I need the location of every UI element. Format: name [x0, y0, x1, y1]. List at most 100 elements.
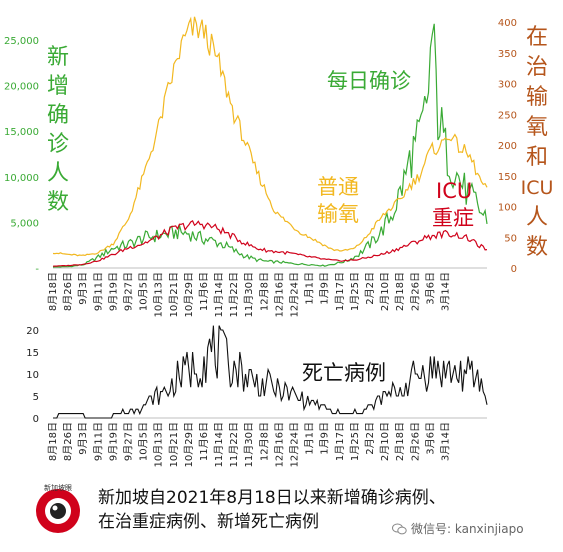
annotation-daily-cases: 每日确诊 [327, 69, 411, 93]
top-x-tick-label: 12月16日 [273, 272, 285, 317]
top-x-tick-label: 11月22日 [228, 272, 240, 317]
bottom-x-tick-label: 11月6日 [198, 422, 210, 461]
right-tick-label: 100 [498, 203, 517, 214]
caption-line-1: 新加坡自2021年8月18日以来新增确诊病例、 [98, 488, 446, 508]
top-x-tick-label: 11月30日 [243, 272, 255, 317]
top-x-tick-label: 12月24日 [289, 272, 301, 317]
top-x-tick-label: 8月26日 [62, 272, 74, 311]
axis-title-char: 输 [526, 85, 548, 110]
logo-eye-icon: 新加坡眼 [36, 483, 80, 533]
right-tick-label: 250 [498, 110, 517, 121]
bottom-x-tick-label: 10月13日 [153, 422, 165, 467]
top-x-tick-label: 9月27日 [122, 272, 134, 311]
bottom-x-tick-label: 10月5日 [138, 422, 150, 461]
right-tick-label: 400 [498, 18, 517, 29]
left-tick-label: 10,000 [4, 173, 39, 184]
bottom-x-tick-label: 12月16日 [273, 422, 285, 467]
axis-title-char: ICU [521, 177, 554, 199]
bottom-x-tick-label: 9月11日 [92, 422, 104, 461]
top-x-tick-label: 9月19日 [107, 272, 119, 311]
annotation-deaths: 死亡病例 [302, 361, 386, 385]
bottom-y-tick-label: 0 [33, 414, 39, 425]
bottom-y-tick-label: 5 [33, 392, 39, 403]
top-x-ticks: 8月18日 8月26日 9月3日 9月11日 9月19日 9月27日 10月5日 10月13日… [47, 272, 451, 317]
right-tick-label: 0 [511, 264, 517, 275]
top-x-tick-label: 10月5日 [138, 272, 150, 311]
bottom-y-tick-label: 10 [26, 370, 39, 381]
bottom-x-tick-label: 2月10日 [379, 422, 391, 461]
bottom-x-tick-label: 8月26日 [62, 422, 74, 461]
top-x-tick-label: 10月21日 [168, 272, 180, 317]
axis-title-char: 人 [47, 161, 69, 186]
top-x-tick-label: 1月17日 [334, 272, 346, 311]
top-x-tick-label: 11月14日 [213, 272, 225, 317]
left-axis-ticks: 25,000 20,000 15,000 10,000 5,000 - [4, 36, 39, 275]
bottom-y-ticks: 20 15 10 5 0 [26, 326, 39, 425]
top-x-tick-label: 10月13日 [153, 272, 165, 317]
top-x-tick-label: 2月18日 [394, 272, 406, 311]
bottom-x-tick-label: 12月24日 [289, 422, 301, 467]
right-tick-label: 150 [498, 172, 517, 183]
bottom-x-tick-label: 10月21日 [168, 422, 180, 467]
bottom-x-tick-label: 1月9日 [319, 422, 331, 455]
left-tick-label: 5,000 [10, 218, 39, 229]
bottom-x-tick-label: 3月14日 [439, 422, 451, 461]
annotation-oxygen-line2: 输氧 [317, 202, 359, 226]
left-tick-label: 20,000 [4, 82, 39, 93]
axis-title-char: 人 [526, 205, 548, 230]
right-axis-ticks: 400 350 300 250 200 150 100 50 0 [498, 18, 517, 275]
bottom-x-tick-label: 11月22日 [228, 422, 240, 467]
top-x-tick-label: 2月10日 [379, 272, 391, 311]
right-tick-label: 350 [498, 49, 517, 60]
top-x-tick-label: 1月9日 [319, 272, 331, 305]
annotation-oxygen-line1: 普通 [317, 175, 359, 199]
bottom-y-tick-label: 15 [26, 348, 39, 359]
bottom-x-tick-label: 10月29日 [183, 422, 195, 467]
bottom-x-tick-label: 9月19日 [107, 422, 119, 461]
top-x-tick-label: 3月14日 [439, 272, 451, 311]
bottom-x-tick-label: 3月6日 [424, 422, 436, 455]
top-x-tick-label: 12月8日 [258, 272, 270, 311]
bottom-x-tick-label: 1月17日 [334, 422, 346, 461]
bottom-x-tick-label: 11月14日 [213, 422, 225, 467]
axis-title-char: 治 [526, 55, 548, 80]
bottom-x-tick-label: 12月8日 [258, 422, 270, 461]
axis-title-char: 新 [47, 45, 69, 70]
axis-title-char: 确 [47, 103, 69, 128]
bottom-x-tick-label: 2月18日 [394, 422, 406, 461]
axis-title-char: 和 [526, 145, 548, 170]
bottom-x-tick-label: 9月3日 [77, 422, 89, 455]
top-x-tick-label: 8月18日 [47, 272, 59, 311]
bottom-x-tick-label: 1月25日 [349, 422, 361, 461]
top-x-tick-label: 9月11日 [92, 272, 104, 311]
left-tick-label: 25,000 [4, 36, 39, 47]
axis-title-char: 增 [47, 74, 69, 99]
wechat-icon [392, 523, 407, 535]
right-axis-title: 在治输氧和 ICU 人数 [521, 25, 554, 260]
top-x-tick-label: 11月6日 [198, 272, 210, 311]
annotation-icu-line1: ICU [436, 179, 472, 203]
bottom-x-tick-label: 2月26日 [409, 422, 421, 461]
top-x-tick-label: 2月2日 [364, 272, 376, 305]
series-line-daily-cases [52, 23, 488, 268]
figure-caption: 新加坡自2021年8月18日以来新增确诊病例、 在治重症病例、新增死亡病例 [98, 486, 518, 534]
logo-text: 新加坡眼 [44, 483, 72, 492]
top-x-tick-label: 2月26日 [409, 272, 421, 311]
annotation-icu-line2: 重症 [432, 206, 474, 230]
top-x-tick-label: 1月25日 [349, 272, 361, 311]
wechat-id: 微信号: kanxinjiapo [392, 520, 524, 537]
left-tick-label: 15,000 [4, 127, 39, 138]
axis-title-char: 数 [47, 190, 69, 215]
series-line-oxygen [52, 16, 488, 257]
right-tick-label: 200 [498, 141, 517, 152]
axis-title-char: 在 [526, 25, 548, 50]
series-line-icu [52, 220, 488, 267]
bottom-y-tick-label: 20 [26, 326, 39, 337]
right-tick-label: 300 [498, 80, 517, 91]
bottom-x-tick-label: 8月18日 [47, 422, 59, 461]
top-series-lines [52, 16, 488, 268]
bottom-x-tick-label: 1月1日 [304, 422, 316, 455]
left-axis-title: 新增确诊人数 [47, 45, 69, 215]
axis-title-char: 氧 [526, 115, 548, 140]
